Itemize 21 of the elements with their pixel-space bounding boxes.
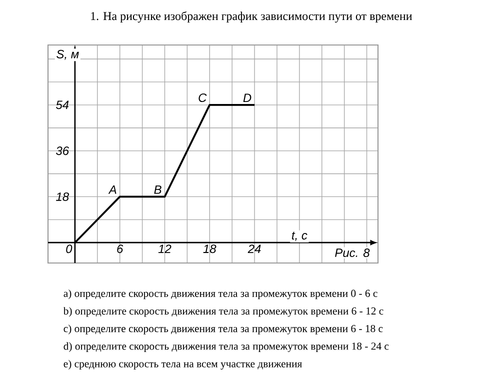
- y-tick-label: 54: [56, 100, 69, 110]
- annotation: C: [198, 93, 207, 102]
- chart-title: 1. На рисунке изображен график зависимости пути от времени: [91, 11, 412, 23]
- annotation: D: [243, 94, 252, 102]
- y-axis-title: S, м: [56, 50, 79, 60]
- text: c) определите скорость движения тела за промежуток времени 6 - 18 с: [64, 324, 383, 334]
- x-tick-label: 6: [117, 244, 124, 254]
- text: e) среднюю скорость тела на всем участке движения: [64, 360, 302, 370]
- x-tick-label: 12: [158, 244, 172, 253]
- y-tick-label: 18: [56, 192, 70, 201]
- y-tick-label: 36: [56, 146, 70, 156]
- text: a) определите скорость движения тела за промежуток времени 0 - 6 с: [64, 289, 378, 300]
- x-axis-title: t, с: [292, 232, 308, 241]
- annotation: A: [108, 186, 116, 194]
- x-tick-label: 24: [248, 244, 261, 253]
- text: b) определите скорость движения тела за промежуток времени 6 - 12 с: [63, 307, 384, 317]
- x-tick-label: 0: [66, 244, 72, 254]
- annotation: B: [154, 186, 162, 194]
- x-tick-label: 18: [203, 244, 216, 254]
- text: d) определите скорость движения тела за промежуток времени 18 - 24 с: [64, 342, 389, 352]
- annotation: Рис. 8: [335, 248, 370, 258]
